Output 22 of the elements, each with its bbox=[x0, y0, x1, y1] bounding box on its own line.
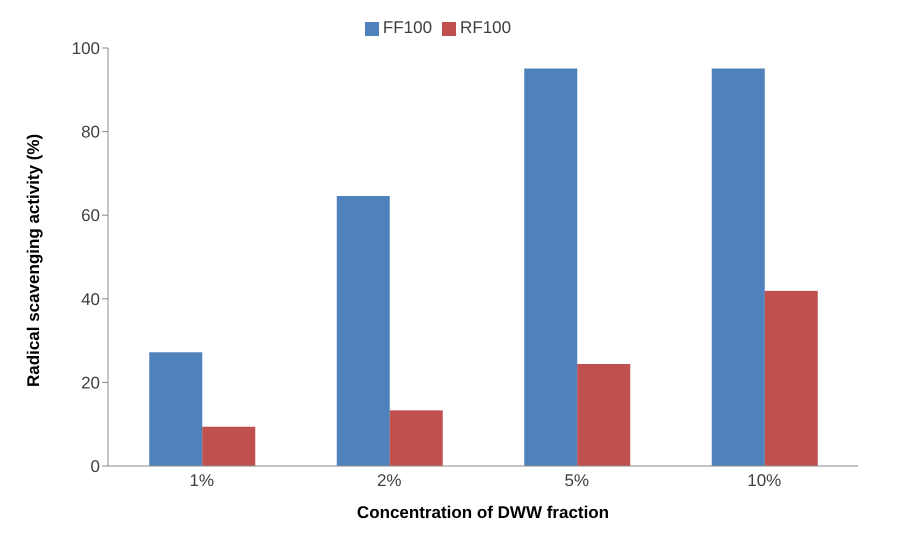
legend-label: RF100 bbox=[460, 18, 512, 37]
y-tick-label: 60 bbox=[81, 206, 100, 226]
bar bbox=[764, 290, 818, 466]
y-tick-label: 80 bbox=[81, 122, 100, 142]
y-tick-label: 40 bbox=[81, 290, 100, 309]
bar bbox=[524, 68, 578, 466]
legend-label: FF100 bbox=[382, 18, 432, 37]
y-tick-label: 20 bbox=[81, 373, 100, 392]
bar bbox=[390, 410, 443, 466]
y-tick-label: 0 bbox=[90, 457, 100, 476]
bar bbox=[577, 364, 630, 466]
bar bbox=[202, 426, 256, 466]
bar bbox=[149, 352, 202, 466]
bar bbox=[336, 196, 390, 466]
x-tick-label: 2% bbox=[376, 471, 402, 490]
x-tick-label: 10% bbox=[747, 471, 782, 490]
y-tick-label: 100 bbox=[72, 39, 100, 58]
x-axis-title: Concentration of DWW fraction bbox=[356, 503, 610, 522]
x-tick-label: 5% bbox=[564, 471, 590, 490]
x-tick-label: 1% bbox=[189, 471, 214, 490]
bar bbox=[712, 68, 765, 466]
y-axis-title: Radical scavenging activity (%) bbox=[24, 134, 44, 387]
